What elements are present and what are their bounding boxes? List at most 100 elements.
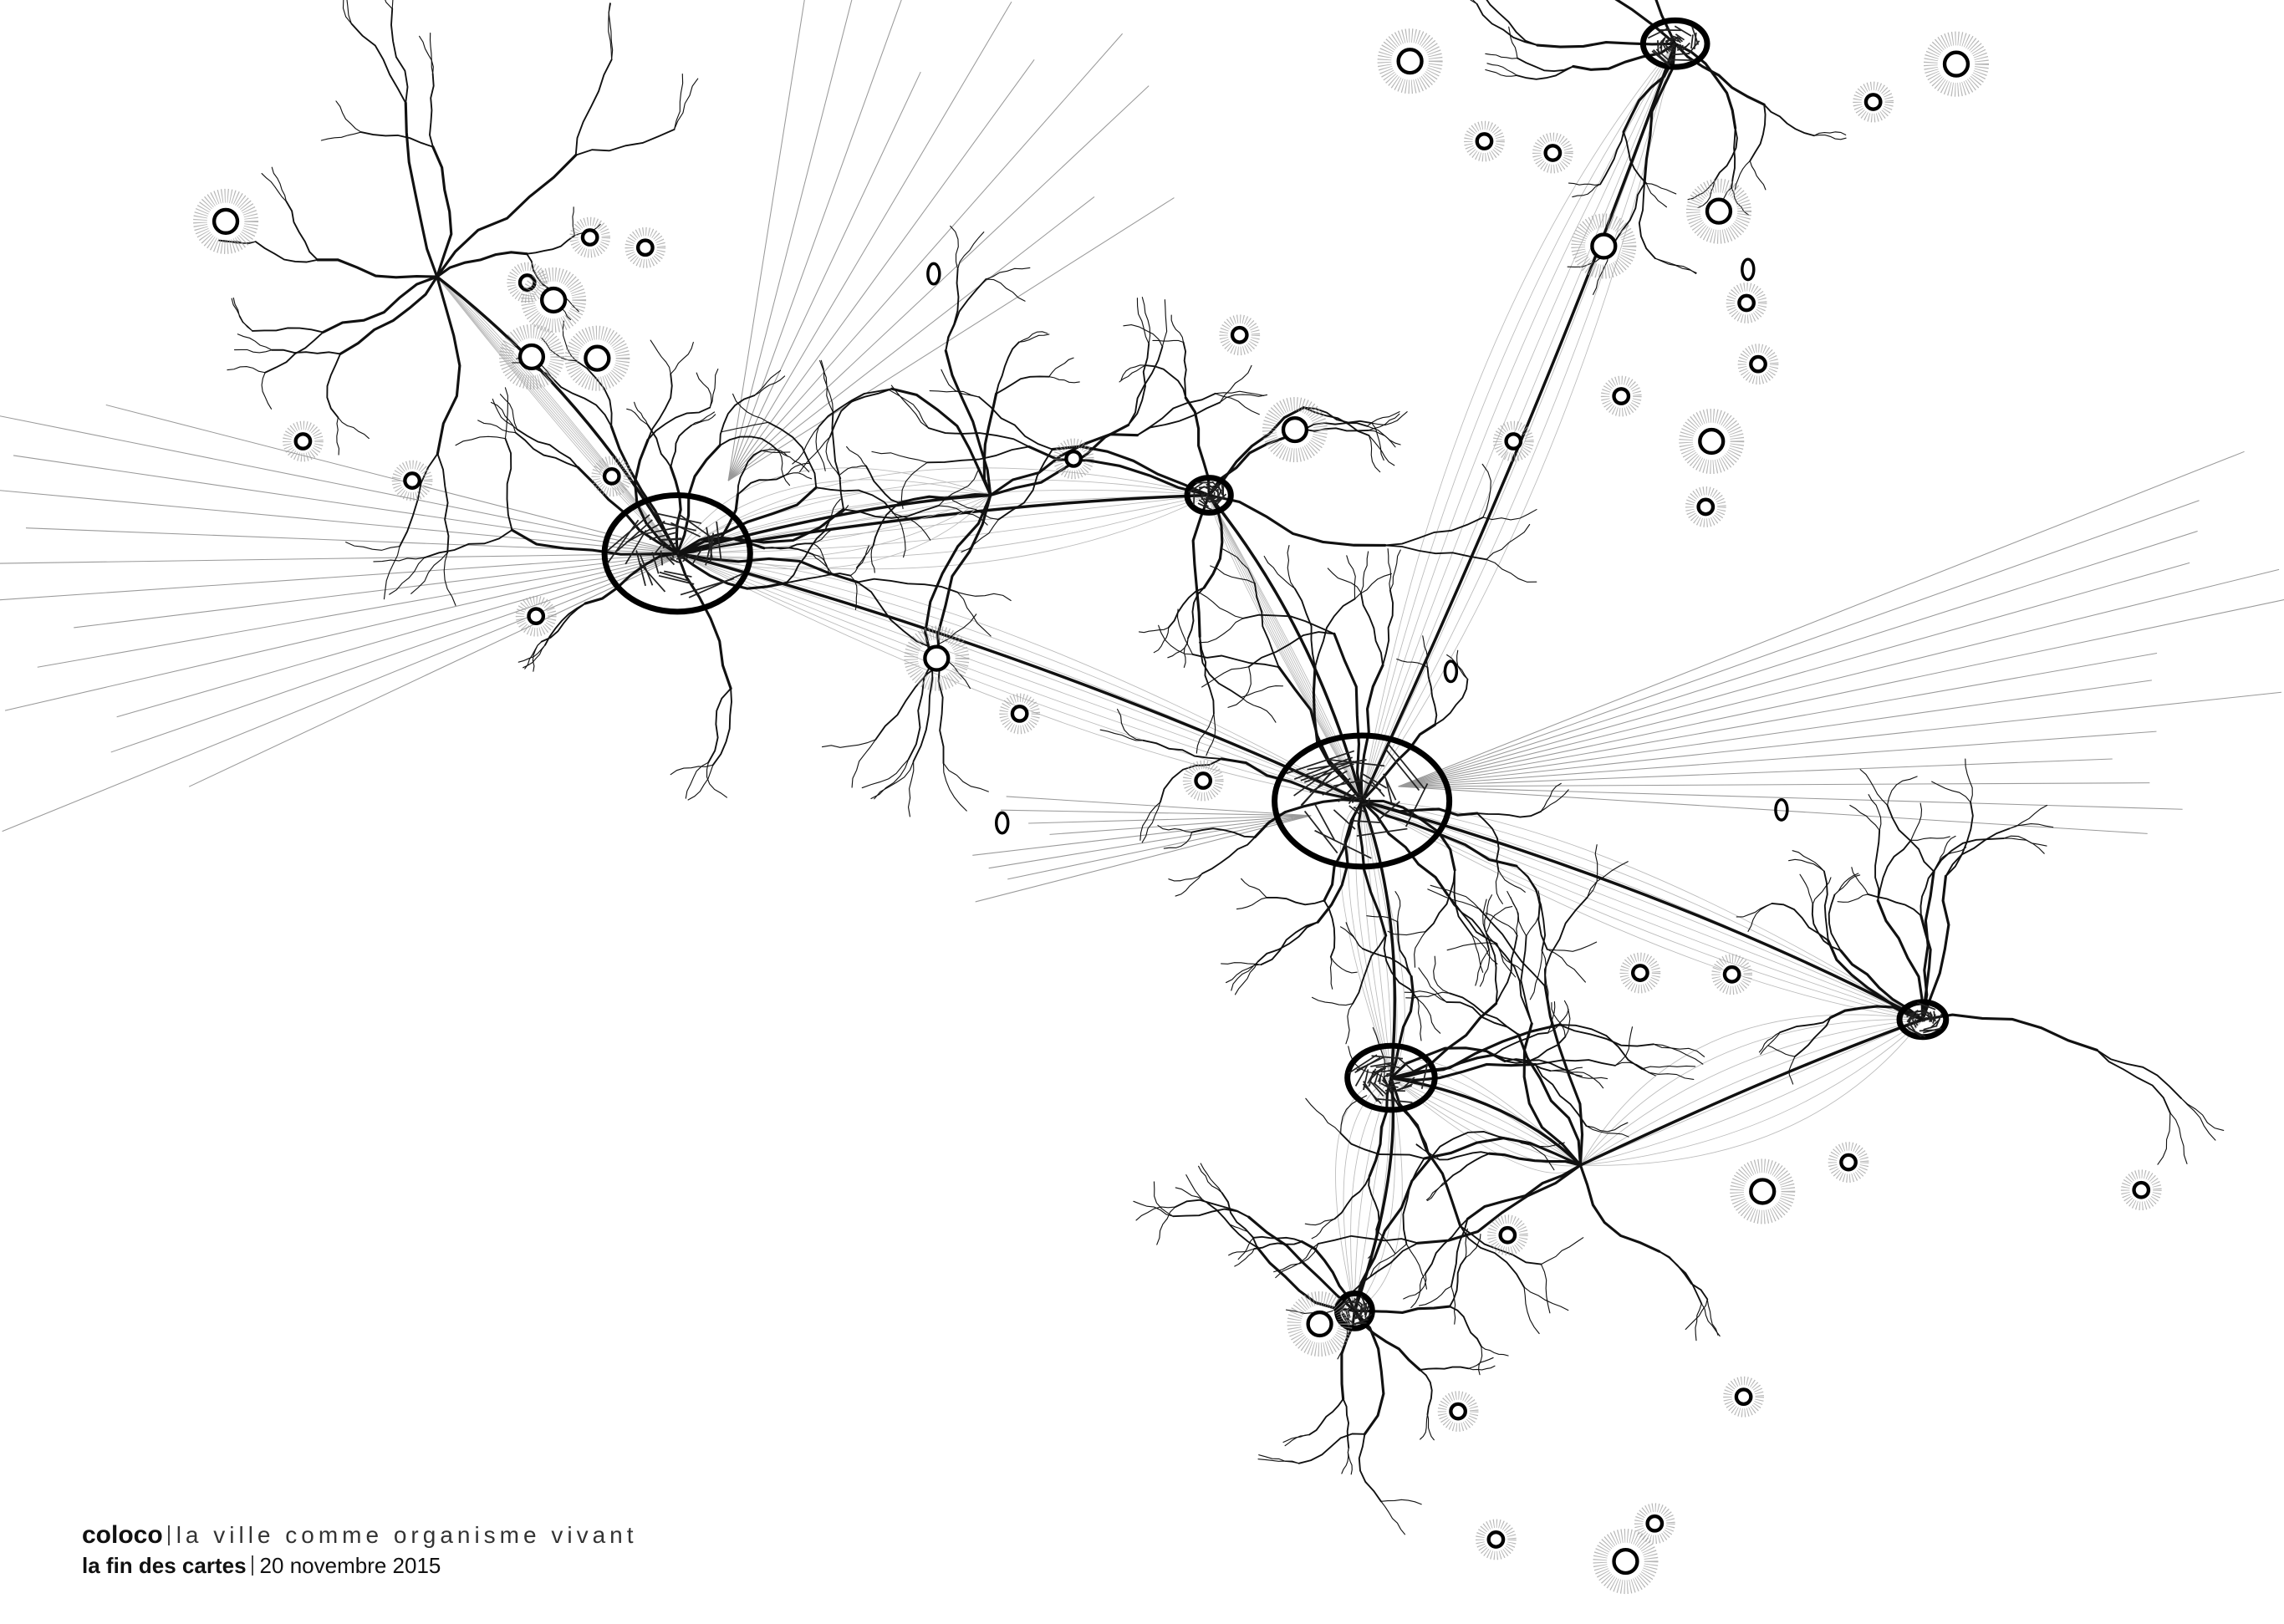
hub-texture [1354,1318,1369,1325]
branch [828,388,893,438]
hub-texture [1216,493,1227,505]
ray [1398,599,2284,787]
hub-texture [1206,495,1209,498]
hub-texture [1213,491,1216,497]
branch [1018,331,1048,343]
node-halo [1377,28,1443,94]
flow-line [1580,1019,1924,1166]
node [1612,1547,1639,1576]
branch [753,369,782,396]
hub-texture [1671,44,1675,48]
node-halo [569,216,611,258]
node [1705,197,1733,225]
branch [1369,1243,1407,1277]
hub-texture [1921,1016,1925,1020]
branch [1387,930,1426,936]
hub [601,491,753,615]
hub [1344,1042,1438,1113]
node [527,607,546,626]
flow-line [677,495,992,559]
branch [1523,1286,1569,1311]
hub-texture [1390,1077,1393,1079]
branch [647,406,711,441]
hub [1639,17,1710,70]
branch [1478,1346,1483,1376]
branch [1354,573,1393,600]
hub-texture [1188,482,1203,493]
ray [1398,786,2183,810]
branch [1366,425,1396,448]
branch [346,0,352,24]
hub-texture [1345,1311,1350,1321]
branch [1198,1165,1223,1194]
branch [1945,827,2011,878]
hub-texture [1923,1019,1927,1022]
branch [423,529,513,559]
branch [912,661,934,762]
hub-texture [1352,1312,1357,1316]
branch [1353,1309,1385,1436]
branch [942,762,989,792]
branch [1139,801,1161,841]
flow-line [677,552,1363,802]
branch [1540,1264,1551,1314]
branch [995,375,1050,395]
hub-texture [1385,1074,1391,1077]
branch [1921,1013,2098,1051]
hub-texture [1197,502,1213,511]
branch [1389,1046,1507,1080]
hub-texture [1351,820,1383,824]
branch [1654,257,1697,274]
branch [893,512,931,541]
branch [1792,850,1825,872]
branch [1526,890,1541,937]
hub-texture [1314,803,1336,841]
branch [1141,801,1161,843]
branch [870,545,875,573]
hub-texture [639,563,666,593]
node-halo [564,325,630,391]
branch [893,512,906,558]
branch [1198,592,1244,619]
branch [1241,696,1277,723]
branch [997,448,1053,521]
hub-texture [1926,1014,1930,1021]
branch [1749,104,1767,162]
node-halo [904,625,970,691]
branch [719,435,781,453]
branch [1119,364,1146,383]
branch [1623,130,1648,185]
branch [1736,903,1773,918]
ray [1028,815,1312,824]
node [539,286,568,314]
caption-line-1: coloco la ville comme organisme vivant [82,1521,638,1550]
branch [584,552,679,605]
hub-texture [1352,1306,1357,1308]
branch [1449,992,1520,1036]
node [580,228,599,247]
hub-texture [676,557,685,560]
hub-texture [676,552,680,554]
hub-texture [664,570,692,578]
branch [1450,1285,1456,1325]
branch [431,145,453,278]
branch [261,372,273,410]
node [403,471,421,490]
loop [926,262,941,286]
branch [1253,1240,1303,1250]
hub-texture [1906,1012,1915,1023]
branch [897,493,992,505]
hub-texture [1921,1008,1932,1016]
hub-texture [1361,802,1367,806]
branch [477,420,517,434]
branch [691,411,716,426]
branch [1558,1024,1643,1070]
branch [982,392,998,497]
node [1064,450,1083,468]
branch [1342,1397,1350,1449]
hub-texture [1935,1013,1943,1027]
hub-texture [1200,496,1206,503]
branch [1426,1180,1448,1201]
branch [1360,799,1479,817]
branch [1048,376,1080,384]
